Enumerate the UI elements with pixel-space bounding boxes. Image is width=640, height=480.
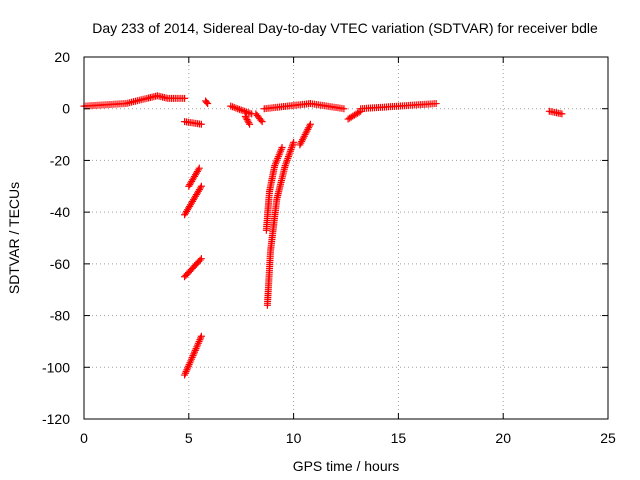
- data-point-marker: [196, 256, 204, 264]
- data-point-marker: [197, 182, 205, 190]
- data-point-marker: [195, 164, 203, 172]
- x-axis-label: GPS time / hours: [293, 458, 400, 474]
- data-point-marker: [340, 105, 348, 113]
- y-tick-label: -40: [50, 204, 70, 220]
- y-tick-label: -20: [50, 152, 70, 168]
- data-point-marker: [204, 100, 212, 108]
- tick-labels: 0 5 10 15 20 25 20 0 -20 -40 -60 -80 -100 -120: [42, 49, 616, 446]
- data-point-marker: [305, 122, 313, 130]
- plot-frame: [83, 56, 609, 420]
- data-points: [80, 92, 566, 379]
- data-point-marker: [290, 138, 298, 146]
- x-tick-label: 25: [600, 430, 616, 446]
- data-point-marker: [245, 119, 253, 127]
- data-point-marker: [197, 120, 205, 128]
- data-point-marker: [196, 184, 204, 192]
- y-tick-label: 0: [62, 101, 70, 117]
- data-point-marker: [197, 332, 205, 340]
- data-point-marker: [258, 118, 266, 126]
- data-point-marker: [278, 144, 286, 151]
- data-point-marker: [257, 116, 265, 124]
- data-point-marker: [243, 116, 251, 124]
- x-tick-label: 10: [286, 430, 302, 446]
- data-point-marker: [355, 108, 363, 116]
- data-point-marker: [197, 255, 205, 263]
- data-point-marker: [203, 98, 211, 106]
- data-point-marker: [241, 112, 249, 120]
- y-tick-label: -120: [42, 411, 70, 427]
- y-tick-label: -100: [42, 359, 70, 375]
- chart-title: Day 233 of 2014, Sidereal Day-to-day VTE…: [92, 20, 598, 36]
- data-point-marker: [194, 166, 202, 174]
- data-point-marker: [181, 94, 189, 102]
- axis-ticks: [83, 56, 609, 420]
- data-point-marker: [558, 110, 566, 118]
- data-point-marker: [244, 117, 252, 125]
- x-tick-label: 15: [391, 430, 407, 446]
- x-tick-label: 5: [185, 430, 193, 446]
- grid-lines: [84, 57, 608, 419]
- y-tick-label: 20: [54, 49, 70, 65]
- data-point-marker: [432, 100, 440, 108]
- x-tick-label: 20: [495, 430, 511, 446]
- x-tick-label: 0: [80, 430, 88, 446]
- y-tick-label: -60: [50, 256, 70, 272]
- data-point-marker: [306, 120, 314, 128]
- y-tick-label: -80: [50, 308, 70, 324]
- y-axis-label: SDTVAR / TECUs: [6, 182, 22, 294]
- data-point-marker: [242, 114, 250, 122]
- data-point-marker: [246, 120, 254, 128]
